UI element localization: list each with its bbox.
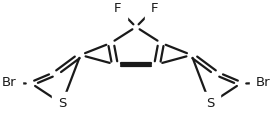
Text: S: S <box>206 97 214 110</box>
Text: F: F <box>151 2 158 15</box>
Text: Br: Br <box>256 76 270 89</box>
Text: S: S <box>58 97 66 110</box>
Text: F: F <box>114 2 121 15</box>
Text: Br: Br <box>2 76 16 89</box>
